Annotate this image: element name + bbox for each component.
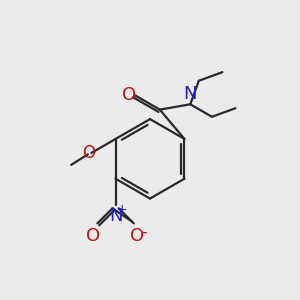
- Text: N: N: [184, 85, 197, 103]
- Text: O: O: [82, 144, 95, 162]
- Text: O: O: [130, 227, 144, 245]
- Text: N: N: [109, 207, 122, 225]
- Text: -: -: [141, 225, 147, 240]
- Text: O: O: [86, 227, 100, 245]
- Text: +: +: [117, 203, 128, 216]
- Text: O: O: [122, 86, 136, 104]
